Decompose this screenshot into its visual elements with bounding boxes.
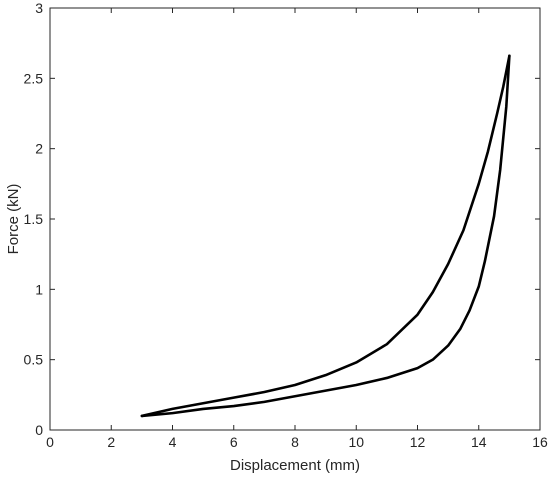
x-tick-label: 12 — [410, 434, 426, 450]
y-tick-label: 2.5 — [24, 70, 44, 86]
x-tick-label: 0 — [46, 434, 54, 450]
x-tick-label: 6 — [230, 434, 238, 450]
plot-area — [50, 8, 540, 430]
y-tick-label: 0.5 — [24, 352, 44, 368]
x-tick-label: 2 — [107, 434, 115, 450]
y-tick-label: 1.5 — [24, 211, 44, 227]
x-axis-label: Displacement (mm) — [230, 457, 360, 474]
ticks-layer: 0 2 4 6 8 10 12 14 16 0 0.5 1 1.5 2 2.5 3 — [24, 0, 548, 450]
series-line-1 — [140, 54, 511, 418]
x-tick-label: 8 — [291, 434, 299, 450]
y-tick-label: 1 — [35, 281, 43, 297]
x-tick-label: 14 — [471, 434, 487, 450]
y-tick-label: 0 — [35, 422, 43, 438]
series-line-2 — [140, 54, 511, 418]
x-tick-label: 16 — [532, 434, 548, 450]
x-tick-label: 10 — [348, 434, 364, 450]
plot-background — [50, 8, 540, 430]
series-layer — [140, 54, 511, 418]
y-axis-label: Force (kN) — [5, 184, 22, 255]
x-tick-label: 4 — [169, 434, 177, 450]
y-tick-label: 3 — [35, 0, 43, 16]
y-tick-label: 2 — [35, 141, 43, 157]
